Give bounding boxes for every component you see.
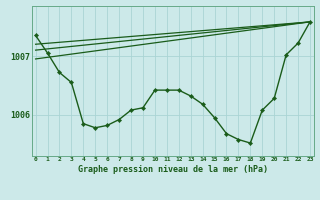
X-axis label: Graphe pression niveau de la mer (hPa): Graphe pression niveau de la mer (hPa) xyxy=(78,165,268,174)
